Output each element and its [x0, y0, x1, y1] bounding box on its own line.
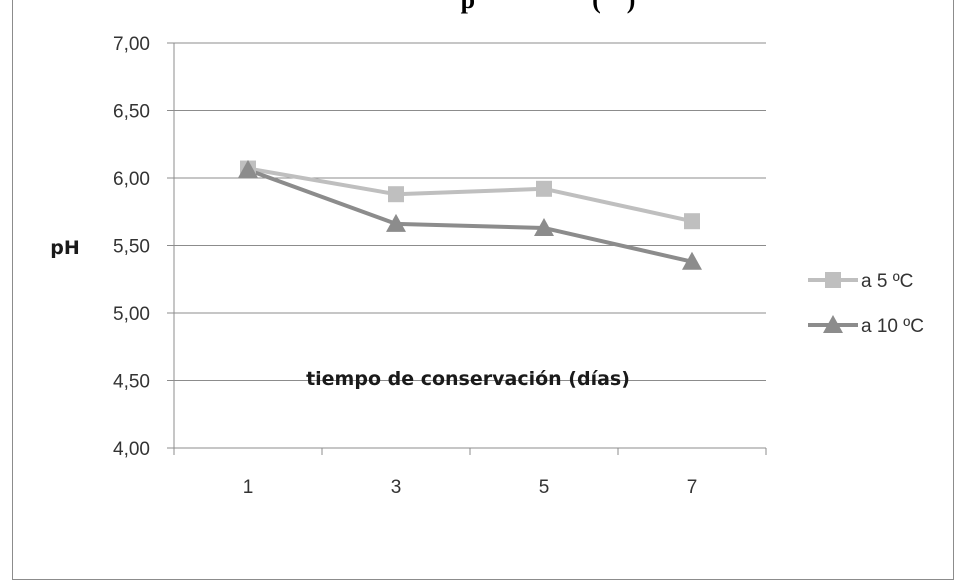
legend-label-2: a 10 ºC [861, 316, 924, 337]
y-tick-label: 6,50 [113, 102, 150, 123]
series-1-point [388, 186, 404, 202]
series-markers [238, 160, 702, 270]
y-tick-label: 6,00 [113, 169, 150, 190]
legend-swatch-marker-1 [825, 272, 841, 288]
series-1-point [536, 181, 552, 197]
y-tick-label: 4,00 [113, 439, 150, 460]
series-lines [248, 169, 692, 262]
x-tick-label: 5 [539, 477, 550, 498]
x-tick-label: 7 [687, 477, 698, 498]
y-tick-labels: 4,00 4,50 5,00 5,50 6,00 6,50 7,00 [113, 34, 150, 460]
y-tick-label: 5,00 [113, 304, 150, 325]
legend-label-1: a 5 ºC [861, 271, 913, 292]
x-tick-label: 3 [391, 477, 402, 498]
y-tick-label: 4,50 [113, 372, 150, 393]
x-axis-title: tiempo de conservación (días) [306, 368, 630, 390]
y-tick-label: 5,50 [113, 237, 150, 258]
chart-title: p ( ) [461, 0, 636, 14]
series-1-point [684, 213, 700, 229]
y-axis-title: pH [50, 237, 80, 259]
series-line-2 [248, 170, 692, 262]
legend: a 5 ºC a 10 ºC [808, 271, 924, 337]
axes [174, 43, 766, 455]
x-tick-labels: 1 3 5 7 [243, 477, 698, 498]
x-tick-label: 1 [243, 477, 254, 498]
y-tick-label: 7,00 [113, 34, 150, 55]
